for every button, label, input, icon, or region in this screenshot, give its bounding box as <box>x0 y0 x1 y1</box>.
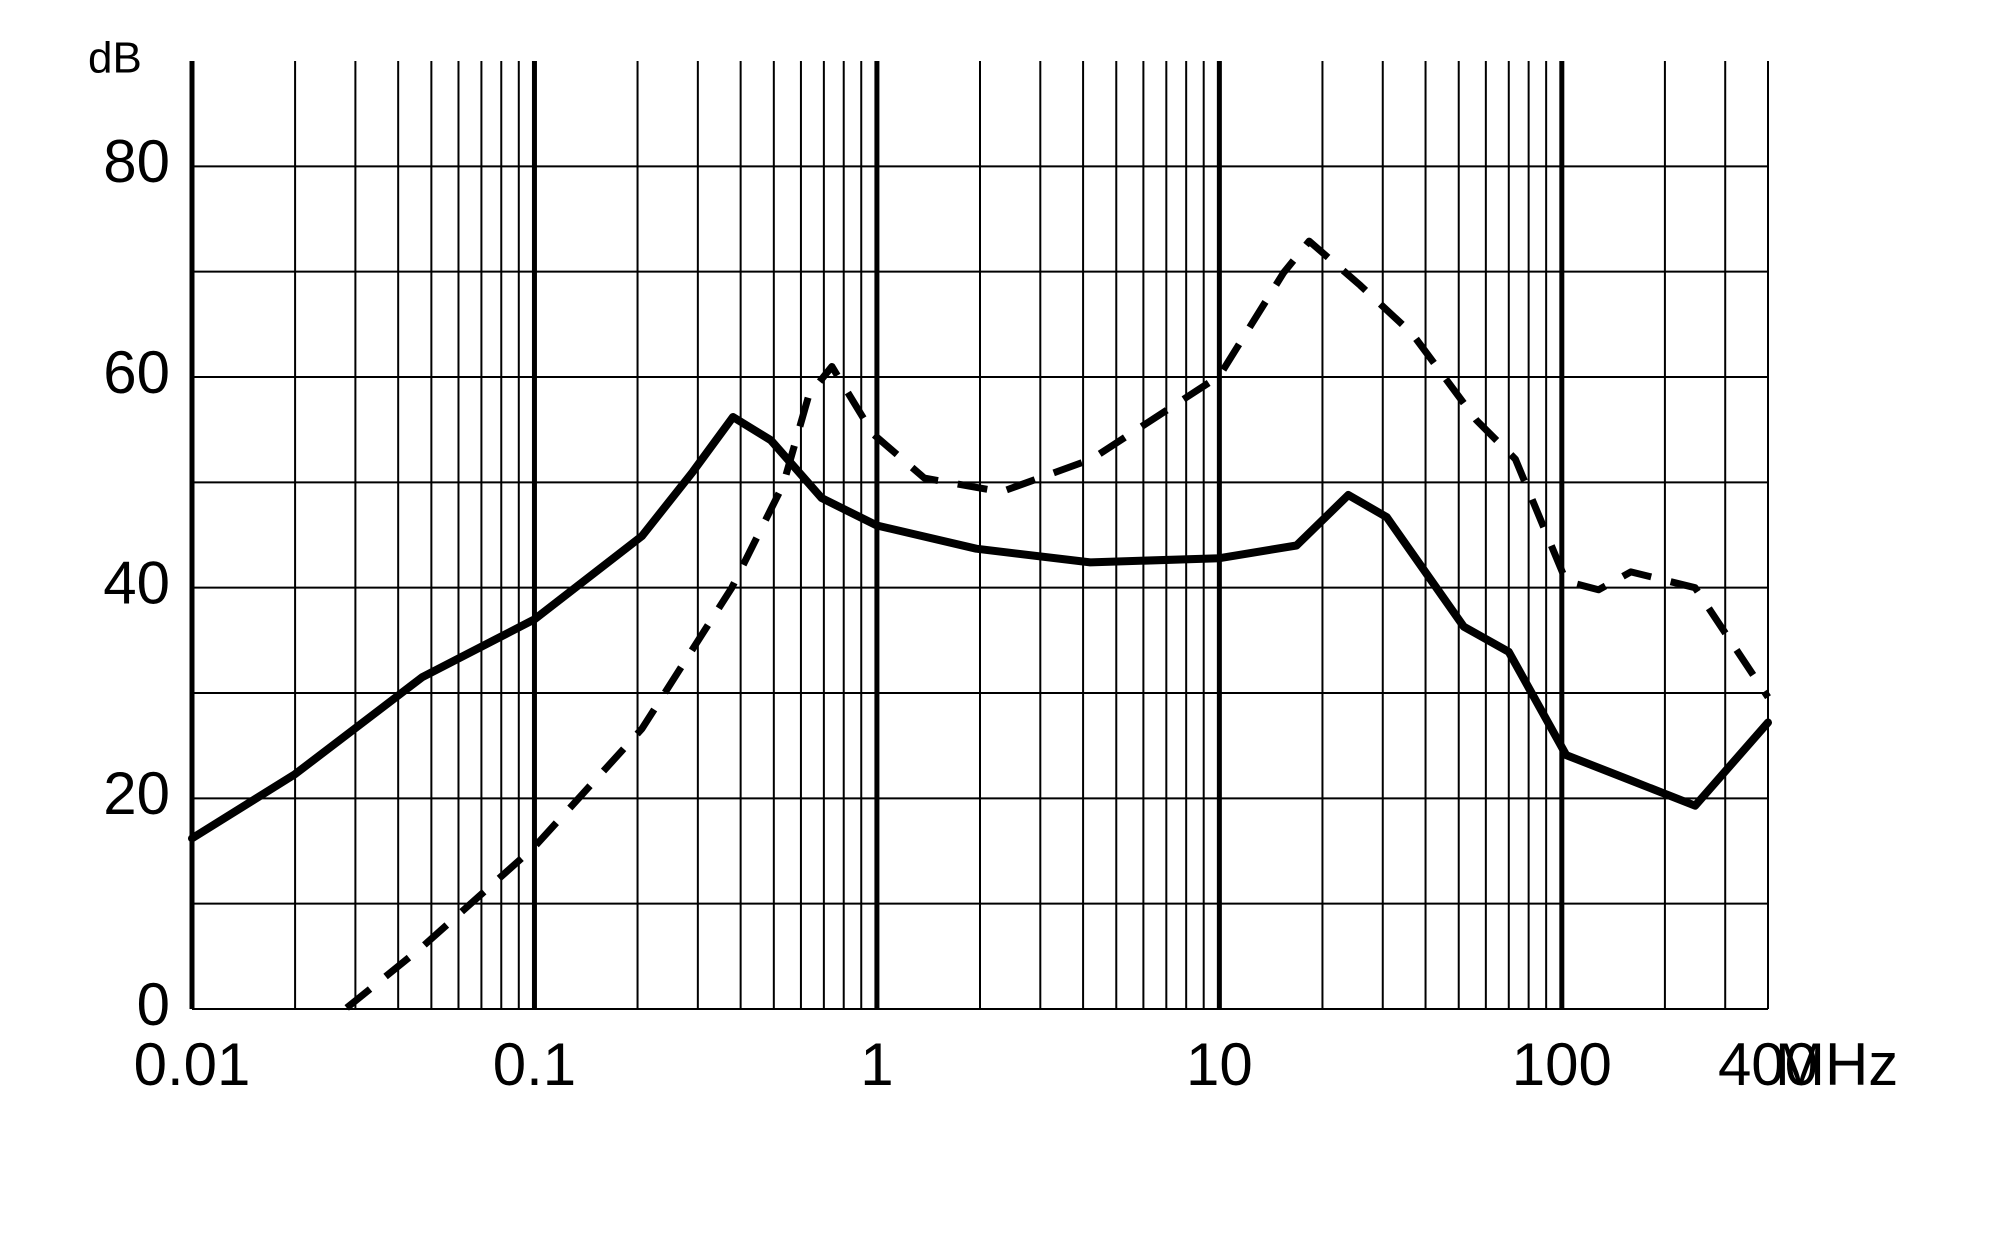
x-tick-label: 0.01 <box>134 1031 251 1098</box>
y-tick-label: 0 <box>137 971 170 1038</box>
y-axis-label: dB <box>88 34 142 83</box>
y-tick-label: 40 <box>103 550 170 617</box>
y-tick-label: 80 <box>103 128 170 195</box>
data-line <box>344 237 1771 1011</box>
y-tick-label: 20 <box>103 760 170 827</box>
data-line <box>188 413 1772 843</box>
x-tick-label: 100 <box>1512 1031 1612 1098</box>
x-tick-label: 0.1 <box>493 1031 576 1098</box>
grid <box>189 61 1769 1010</box>
y-tick-label: 60 <box>103 339 170 406</box>
x-axis-label: MHz <box>1775 1031 1898 1098</box>
x-tick-label: 400 <box>1718 1031 1818 1098</box>
x-tick-label: 1 <box>860 1031 893 1098</box>
x-tick-label: 10 <box>1186 1031 1253 1098</box>
